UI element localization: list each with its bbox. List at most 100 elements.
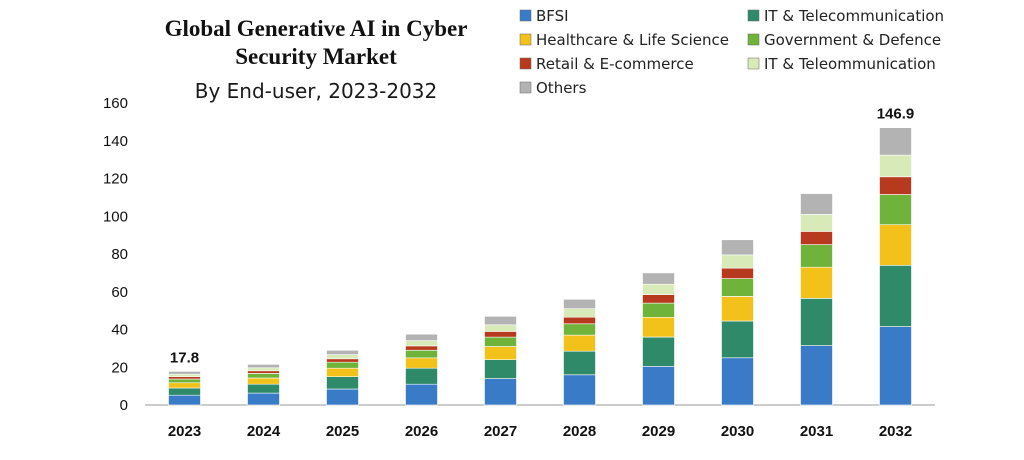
- legend-swatch: [519, 57, 532, 70]
- legend-swatch: [519, 33, 532, 46]
- legend-label: Others: [536, 79, 587, 97]
- legend-swatch: [747, 9, 760, 22]
- x-tick-label: 2026: [405, 423, 438, 440]
- bar-segment-government-and-defence: [168, 378, 201, 384]
- legend-item-healthcare-and-life-science: Healthcare & Life Science: [519, 31, 729, 49]
- bar-segment-others: [247, 364, 280, 369]
- bar-segment-retail-and-e-commerce: [879, 176, 912, 195]
- x-tick-label: 2027: [484, 423, 517, 440]
- legend-swatch: [747, 57, 760, 70]
- y-tick-label: 100: [103, 208, 128, 225]
- bar-segment-healthcare-and-life-science: [247, 377, 280, 385]
- total-label-2032: 146.9: [877, 106, 915, 123]
- bar-segment-it-and-telecommunication: [563, 350, 596, 376]
- bar-segment-bfsi: [642, 365, 675, 406]
- legend-item-others: Others: [519, 79, 587, 97]
- legend-swatch: [519, 81, 532, 94]
- bar-segment-it-and-teleommunication: [800, 214, 833, 232]
- bar-segment-bfsi: [326, 388, 359, 406]
- legend-item-government-and-defence: Government & Defence: [747, 31, 941, 49]
- bar-segment-it-and-teleommunication: [326, 354, 359, 360]
- bar-segment-others: [879, 127, 912, 156]
- x-tick-label: 2030: [721, 423, 754, 440]
- y-tick-label: 80: [111, 246, 128, 263]
- y-tick-label: 60: [111, 284, 128, 301]
- bar-segment-healthcare-and-life-science: [800, 266, 833, 299]
- bar-segment-it-and-telecommunication: [326, 376, 359, 390]
- legend-swatch: [747, 33, 760, 46]
- legend-label: Government & Defence: [764, 31, 941, 49]
- bar-stack-2025: [326, 349, 359, 406]
- bar-segment-retail-and-e-commerce: [247, 370, 280, 374]
- bar-segment-it-and-teleommunication: [879, 154, 912, 178]
- bar-segment-bfsi: [800, 345, 833, 406]
- bars: [168, 127, 912, 406]
- bar-segment-others: [642, 272, 675, 285]
- y-tick-label: 120: [103, 171, 128, 188]
- bar-segment-it-and-telecommunication: [247, 383, 280, 394]
- bar-segment-government-and-defence: [484, 336, 517, 347]
- bar-segment-others: [326, 349, 359, 355]
- y-tick-label: 0: [120, 397, 128, 414]
- bar-segment-healthcare-and-life-science: [326, 367, 359, 378]
- bar-segment-healthcare-and-life-science: [405, 357, 438, 369]
- bar-segment-government-and-defence: [326, 361, 359, 369]
- bar-stack-2027: [484, 315, 517, 406]
- bar-segment-it-and-teleommunication: [247, 367, 280, 372]
- bar-segment-bfsi: [484, 378, 517, 406]
- bar-segment-government-and-defence: [247, 373, 280, 379]
- bar-stack-2026: [405, 333, 438, 406]
- bar-segment-government-and-defence: [563, 323, 596, 336]
- bar-stack-2023: [168, 371, 201, 406]
- bar-segment-others: [405, 333, 438, 341]
- bar-segment-healthcare-and-life-science: [484, 346, 517, 360]
- legend-item-it-and-telecommunication: IT & Telecommunication: [747, 7, 944, 25]
- bar-segment-retail-and-e-commerce: [642, 294, 675, 304]
- axes: 0 20 40 60 80 100 120 140 160 2023 2024 2025 2026 202…: [103, 95, 935, 440]
- bar-segment-bfsi: [721, 357, 754, 406]
- bar-segment-bfsi: [168, 394, 201, 406]
- bar-segment-bfsi: [247, 392, 280, 406]
- y-tick-label: 140: [103, 133, 128, 150]
- bar-segment-it-and-telecommunication: [721, 320, 754, 359]
- y-tick-label: 160: [103, 95, 128, 112]
- legend-swatch: [519, 9, 532, 22]
- legend-item-it-and-teleommunication: IT & Teleommunication: [747, 55, 936, 73]
- bar-segment-retail-and-e-commerce: [721, 267, 754, 279]
- legend-label: IT & Teleommunication: [764, 55, 936, 73]
- bar-segment-retail-and-e-commerce: [168, 376, 201, 380]
- bar-segment-healthcare-and-life-science: [879, 224, 912, 266]
- bar-segment-healthcare-and-life-science: [642, 316, 675, 338]
- legend-label: IT & Telecommunication: [764, 7, 944, 25]
- legend-item-retail-and-e-commerce: Retail & E-commerce: [519, 55, 694, 73]
- x-tick-label: 2031: [800, 423, 833, 440]
- bar-segment-government-and-defence: [721, 278, 754, 297]
- total-label-2023: 17.8: [170, 349, 199, 366]
- bar-segment-retail-and-e-commerce: [563, 316, 596, 325]
- bar-stack-2028: [563, 298, 596, 406]
- bar-segment-it-and-teleommunication: [563, 308, 596, 318]
- bar-segment-others: [168, 371, 201, 375]
- chart-subtitle: By End-user, 2023-2032: [195, 79, 438, 103]
- bar-segment-bfsi: [879, 326, 912, 406]
- x-tick-label: 2023: [168, 423, 201, 440]
- bar-segment-it-and-teleommunication: [168, 373, 201, 378]
- bar-stack-2030: [721, 239, 754, 406]
- x-tick-label: 2024: [247, 423, 281, 440]
- x-tick-label: 2028: [563, 423, 596, 440]
- legend-label: Healthcare & Life Science: [536, 31, 729, 49]
- bar-segment-government-and-defence: [879, 194, 912, 226]
- bar-segment-others: [800, 193, 833, 215]
- bar-segment-it-and-telecommunication: [484, 359, 517, 379]
- x-tick-label: 2029: [642, 423, 675, 440]
- x-tick-label: 2025: [326, 423, 359, 440]
- x-tick-label: 2032: [879, 423, 912, 440]
- bar-segment-it-and-telecommunication: [879, 264, 912, 327]
- bar-stack-2032: [879, 127, 912, 406]
- legend-label: Retail & E-commerce: [536, 55, 694, 73]
- bar-segment-it-and-telecommunication: [800, 298, 833, 346]
- bar-stack-2029: [642, 272, 675, 406]
- bar-segment-bfsi: [405, 383, 438, 406]
- bar-segment-it-and-telecommunication: [405, 367, 438, 385]
- bar-segment-others: [721, 239, 754, 256]
